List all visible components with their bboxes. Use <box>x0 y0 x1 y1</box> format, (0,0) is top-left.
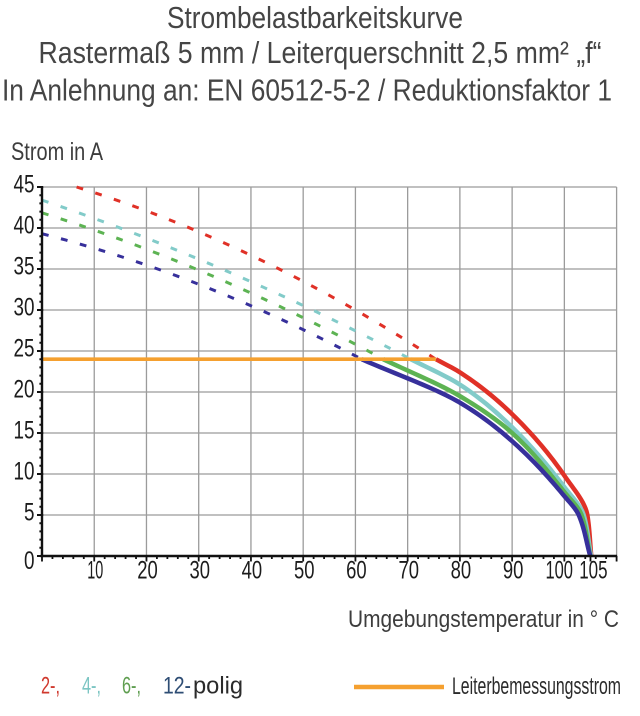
svg-text:Leiterbemessungsstrom: Leiterbemessungsstrom <box>452 673 621 700</box>
svg-text:25: 25 <box>14 335 35 363</box>
svg-text:Strom in A: Strom in A <box>11 138 103 166</box>
svg-text:In Anlehnung an: EN 60512-5-2: In Anlehnung an: EN 60512-5-2 / Reduktio… <box>2 73 612 108</box>
svg-text:100: 100 <box>545 557 573 585</box>
svg-text:2-,: 2-, <box>41 673 60 700</box>
svg-text:20: 20 <box>14 376 35 404</box>
svg-text:50: 50 <box>294 557 315 585</box>
svg-text:70: 70 <box>398 557 419 585</box>
svg-text:90: 90 <box>503 557 524 585</box>
svg-text:45: 45 <box>14 171 35 199</box>
svg-text:5: 5 <box>24 499 35 527</box>
svg-text:105: 105 <box>579 557 607 585</box>
svg-text:12-: 12- <box>163 673 191 700</box>
svg-text:6-,: 6-, <box>122 673 141 700</box>
svg-text:30: 30 <box>189 557 210 585</box>
svg-text:polig: polig <box>193 673 243 700</box>
svg-text:40: 40 <box>14 212 35 240</box>
svg-text:15: 15 <box>14 417 35 445</box>
svg-text:30: 30 <box>14 294 35 322</box>
svg-text:35: 35 <box>14 253 35 281</box>
svg-text:Strombelastbarkeitskurve: Strombelastbarkeitskurve <box>167 0 463 35</box>
svg-text:Umgebungstemperatur in ° C: Umgebungstemperatur in ° C <box>348 606 619 633</box>
svg-text:20: 20 <box>137 557 158 585</box>
svg-text:10: 10 <box>14 458 35 486</box>
svg-text:0: 0 <box>24 547 35 575</box>
svg-text:4-,: 4-, <box>82 673 101 700</box>
svg-text:10: 10 <box>87 557 103 585</box>
svg-text:40: 40 <box>242 557 263 585</box>
svg-text:Rastermaß 5 mm / Leiterquersch: Rastermaß 5 mm / Leiterquerschnitt 2,5 m… <box>39 35 602 70</box>
svg-text:60: 60 <box>346 557 367 585</box>
svg-text:80: 80 <box>451 557 472 585</box>
